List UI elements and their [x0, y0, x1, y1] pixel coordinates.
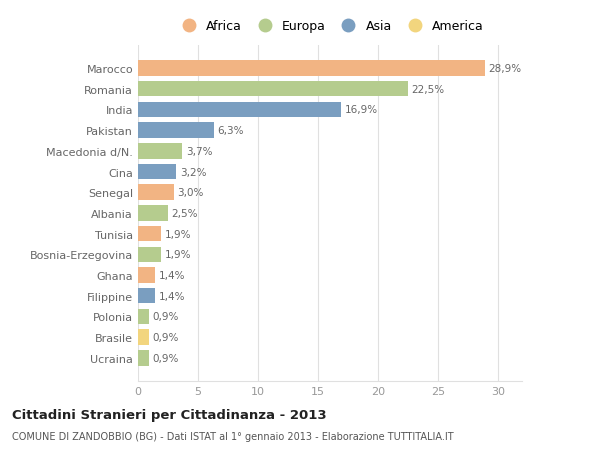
Bar	[138, 247, 161, 263]
Bar	[138, 350, 149, 366]
Text: Cittadini Stranieri per Cittadinanza - 2013: Cittadini Stranieri per Cittadinanza - 2…	[12, 409, 326, 421]
Text: 1,4%: 1,4%	[158, 270, 185, 280]
Bar	[138, 268, 155, 283]
Text: 1,4%: 1,4%	[158, 291, 185, 301]
Bar	[138, 82, 408, 97]
Text: 1,9%: 1,9%	[164, 229, 191, 239]
Bar	[138, 226, 161, 242]
Text: 0,9%: 0,9%	[152, 353, 179, 363]
Text: 2,5%: 2,5%	[172, 208, 198, 218]
Text: 1,9%: 1,9%	[164, 250, 191, 260]
Bar	[138, 330, 149, 345]
Bar	[138, 61, 485, 77]
Text: 3,2%: 3,2%	[180, 167, 206, 177]
Bar	[138, 206, 168, 221]
Text: 16,9%: 16,9%	[344, 105, 377, 115]
Bar	[138, 102, 341, 118]
Text: COMUNE DI ZANDOBBIO (BG) - Dati ISTAT al 1° gennaio 2013 - Elaborazione TUTTITAL: COMUNE DI ZANDOBBIO (BG) - Dati ISTAT al…	[12, 431, 454, 442]
Bar	[138, 123, 214, 139]
Text: 6,3%: 6,3%	[217, 126, 244, 136]
Bar	[138, 288, 155, 304]
Bar	[138, 185, 174, 201]
Text: 0,9%: 0,9%	[152, 332, 179, 342]
Text: 3,7%: 3,7%	[186, 146, 212, 157]
Bar	[138, 164, 176, 180]
Text: 28,9%: 28,9%	[488, 64, 521, 74]
Bar	[138, 144, 182, 159]
Legend: Africa, Europa, Asia, America: Africa, Europa, Asia, America	[171, 15, 489, 38]
Text: 0,9%: 0,9%	[152, 312, 179, 322]
Text: 3,0%: 3,0%	[178, 188, 204, 198]
Text: 22,5%: 22,5%	[412, 84, 445, 95]
Bar	[138, 309, 149, 325]
